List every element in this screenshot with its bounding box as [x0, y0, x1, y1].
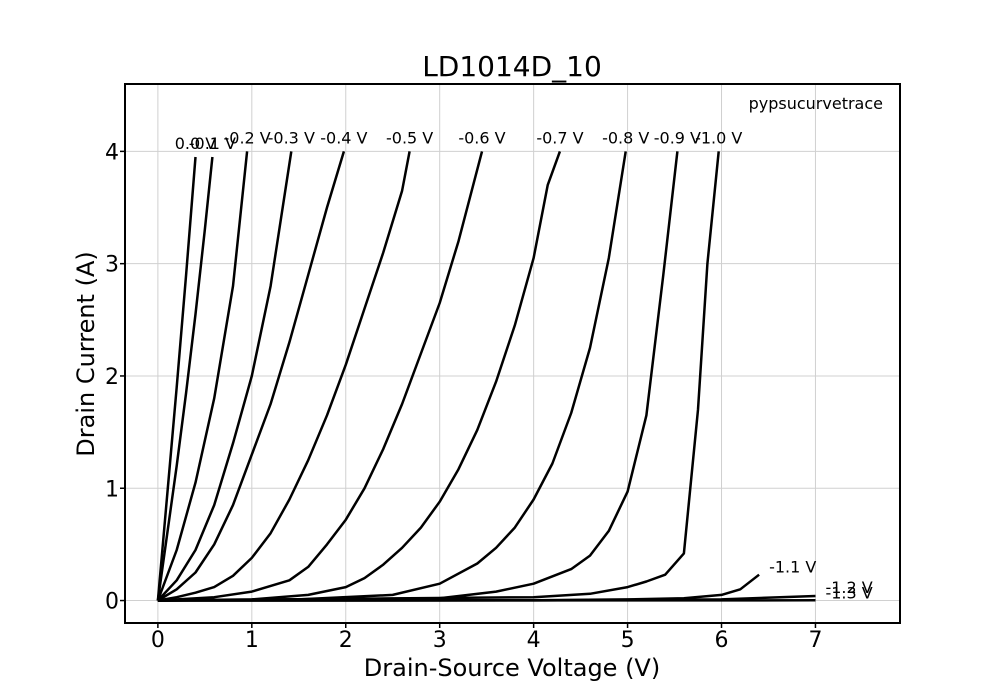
x-tick-label: 5 — [621, 628, 635, 653]
watermark-text: pypsucurvetrace — [749, 94, 883, 113]
curve-labels: 0.0 V-0.1 V-0.2 V-0.3 V -0.4 V -0.5 V -0.6 … — [175, 128, 873, 602]
plot-frame — [124, 83, 901, 624]
y-tick-label: 4 — [105, 140, 119, 165]
y-tick-label: 0 — [105, 590, 119, 615]
curve-series-10 — [157, 151, 720, 602]
curve-series-3 — [156, 151, 293, 602]
curve-label: -1.2 V — [825, 578, 872, 597]
curve-series-9 — [157, 151, 679, 602]
curve-label: -1.3 V — [825, 584, 872, 603]
curve-label: -0.2 V — [223, 128, 270, 147]
chart-title: LD1014D_10 — [422, 50, 602, 83]
axis-ticks: 0 1 2 3 4 5 6 7 0 1 2 3 4 — [105, 140, 822, 653]
x-tick-label: 6 — [715, 628, 729, 653]
y-tick-label: 3 — [105, 253, 119, 278]
x-tick-label: 3 — [433, 628, 447, 653]
curve-label: -0.5 V — [386, 128, 433, 147]
curve-series-8 — [157, 151, 627, 602]
curve-label: -0.7 V — [536, 128, 583, 147]
x-tick-label: 0 — [151, 628, 165, 653]
curve-label: -0.4 V — [320, 128, 367, 147]
curve-label: -0.8 V — [602, 128, 649, 147]
y-axis-label: Drain Current (A) — [72, 251, 100, 456]
grid-lines — [125, 84, 900, 623]
curve-series-1 — [156, 156, 214, 601]
curve-series — [156, 150, 816, 602]
curve-series-2 — [156, 151, 249, 601]
x-tick-label: 1 — [245, 628, 259, 653]
y-tick-label: 2 — [105, 365, 119, 390]
curve-series-5 — [157, 151, 411, 602]
x-tick-label: 4 — [527, 628, 541, 653]
x-tick-label: 2 — [339, 628, 353, 653]
curve-series-6 — [157, 151, 484, 602]
curve-label: -0.3 V — [268, 128, 315, 147]
y-tick-label: 1 — [105, 477, 119, 502]
curve-series-4 — [157, 151, 346, 602]
curve-label: -0.9 V — [654, 128, 701, 147]
x-axis-label: Drain-Source Voltage (V) — [364, 654, 660, 682]
curve-label: -0.1 V — [189, 134, 236, 153]
curve-series-0 — [156, 156, 197, 601]
curve-label: -0.6 V — [458, 128, 505, 147]
curve-label: -1.1 V — [769, 558, 816, 577]
x-tick-label: 7 — [808, 628, 822, 653]
curve-label: -1.0 V — [695, 128, 742, 147]
curve-label: 0.0 V — [175, 134, 217, 153]
curve-series-7 — [157, 150, 562, 602]
